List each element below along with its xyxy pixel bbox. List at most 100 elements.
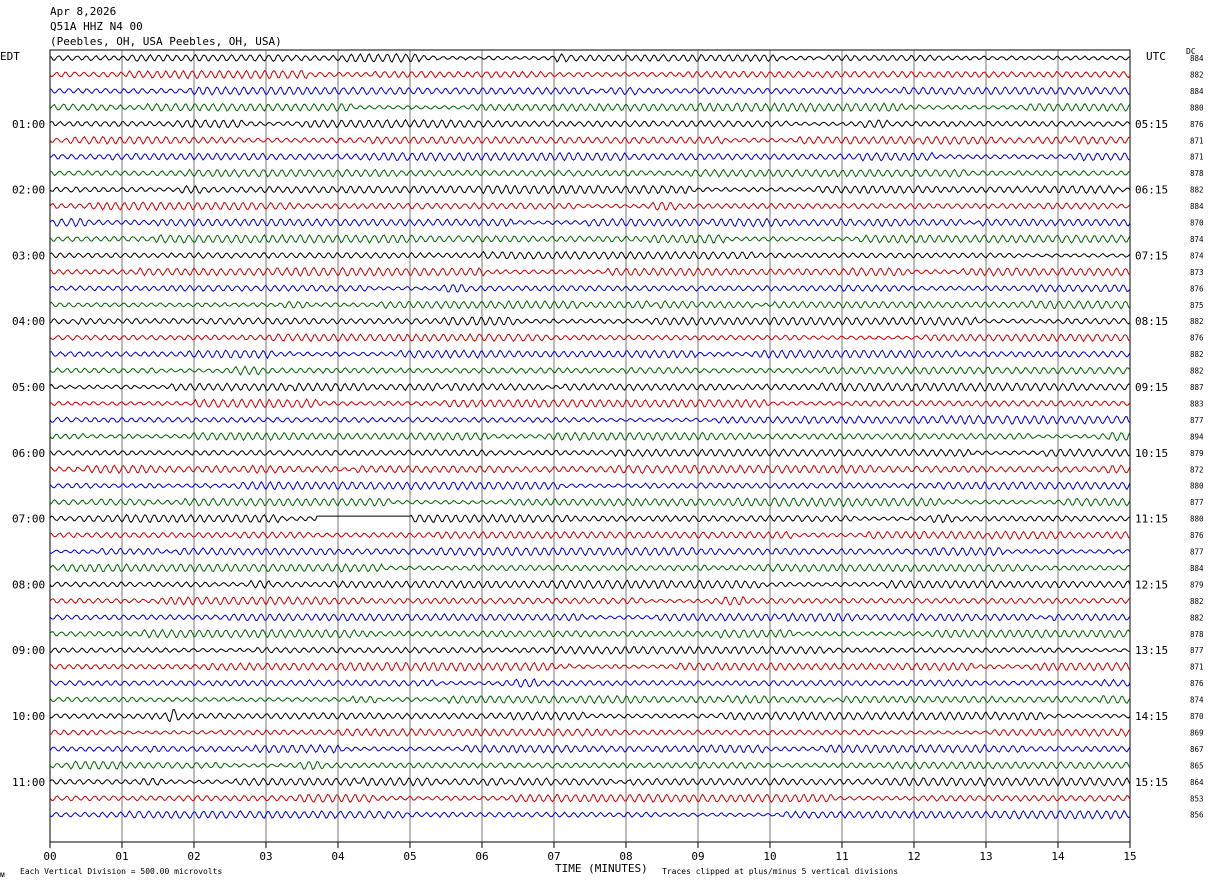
corner-mark: ᴍ bbox=[0, 870, 5, 879]
dc-offset-label: 876 bbox=[1190, 334, 1204, 343]
dc-offset-label: 879 bbox=[1190, 580, 1204, 589]
right-hour-label: 08:15 bbox=[1135, 315, 1168, 328]
seismic-trace bbox=[49, 709, 1131, 723]
seismic-trace bbox=[49, 184, 1131, 195]
seismic-trace bbox=[49, 743, 1131, 754]
dc-offset-label: 877 bbox=[1190, 548, 1204, 557]
dc-offset-label: 874 bbox=[1190, 251, 1204, 260]
left-hour-label: 08:00 bbox=[12, 578, 45, 591]
seismic-trace bbox=[49, 760, 1131, 770]
dc-offset-label: 878 bbox=[1190, 169, 1204, 178]
dc-offset-label: 853 bbox=[1190, 794, 1204, 803]
left-hour-label: 07:00 bbox=[12, 513, 45, 526]
dc-offset-label: 874 bbox=[1190, 235, 1204, 244]
x-tick-label: 11 bbox=[835, 850, 848, 863]
dc-offset-label: 880 bbox=[1190, 103, 1204, 112]
dc-offset-label: 882 bbox=[1190, 70, 1204, 79]
dc-header-label: DC bbox=[1186, 47, 1196, 56]
seismic-trace bbox=[49, 365, 1131, 376]
seismic-trace bbox=[49, 151, 1131, 162]
clip-note: Traces clipped at plus/minus 5 vertical … bbox=[662, 867, 899, 876]
seismic-trace bbox=[49, 579, 1131, 590]
seismic-trace bbox=[49, 300, 1131, 310]
dc-offset-label: 865 bbox=[1190, 761, 1204, 770]
dc-offset-label: 856 bbox=[1190, 811, 1204, 820]
dc-offset-label: 870 bbox=[1190, 219, 1204, 228]
right-hour-label: 13:15 bbox=[1135, 644, 1168, 657]
left-hour-label: 02:00 bbox=[12, 184, 45, 197]
dc-offset-label: 876 bbox=[1190, 531, 1204, 540]
seismic-trace bbox=[49, 414, 1131, 426]
dc-offset-label: 882 bbox=[1190, 367, 1204, 376]
dc-offset-label: 887 bbox=[1190, 383, 1204, 392]
seismic-trace bbox=[49, 793, 1131, 804]
right-timezone-label: UTC bbox=[1146, 50, 1166, 63]
x-tick-label: 06 bbox=[475, 850, 488, 863]
seismic-trace bbox=[49, 431, 1131, 442]
x-tick-label: 07 bbox=[547, 850, 560, 863]
seismic-trace bbox=[49, 69, 1131, 80]
x-tick-label: 12 bbox=[907, 850, 920, 863]
seismic-trace bbox=[49, 530, 1131, 541]
seismic-trace bbox=[49, 52, 1131, 64]
dc-offset-label: 871 bbox=[1190, 136, 1204, 145]
dc-offset-label: 876 bbox=[1190, 284, 1204, 293]
plot-frame bbox=[49, 49, 1131, 843]
right-hour-label: 06:15 bbox=[1135, 184, 1168, 197]
dc-offset-label: 877 bbox=[1190, 416, 1204, 425]
station-label: Q51A HHZ N4 00 bbox=[50, 20, 143, 33]
seismic-trace bbox=[49, 250, 1131, 260]
right-hour-label: 12:15 bbox=[1135, 578, 1168, 591]
seismic-trace bbox=[49, 661, 1131, 672]
right-hour-label: 15:15 bbox=[1135, 776, 1168, 789]
seismic-trace bbox=[49, 118, 1131, 129]
x-axis-title: TIME (MINUTES) bbox=[555, 862, 648, 875]
seismic-trace bbox=[49, 448, 1131, 458]
dc-offset-label: 880 bbox=[1190, 482, 1204, 491]
dc-offset-label: 867 bbox=[1190, 745, 1204, 754]
seismic-trace bbox=[49, 382, 1131, 392]
seismic-trace bbox=[49, 316, 1131, 327]
x-tick-label: 03 bbox=[259, 850, 272, 863]
seismic-trace bbox=[49, 283, 1131, 293]
seismic-trace bbox=[49, 480, 1131, 491]
left-hour-label: 04:00 bbox=[12, 315, 45, 328]
seismic-trace bbox=[49, 645, 1131, 655]
right-hour-label: 10:15 bbox=[1135, 447, 1168, 460]
seismic-trace bbox=[49, 497, 1131, 508]
dc-offset-label: 882 bbox=[1190, 597, 1204, 606]
date-label: Apr 8,2026 bbox=[50, 5, 117, 18]
seismic-trace bbox=[49, 102, 1131, 113]
right-hour-label: 09:15 bbox=[1135, 381, 1168, 394]
dc-offset-label: 884 bbox=[1190, 87, 1204, 96]
left-hour-label: 09:00 bbox=[12, 644, 45, 657]
left-hour-label: 05:00 bbox=[12, 381, 45, 394]
dc-offset-label: 876 bbox=[1190, 679, 1204, 688]
seismic-trace bbox=[50, 678, 1131, 688]
dc-offset-label: 864 bbox=[1190, 778, 1204, 787]
dc-offset-label: 869 bbox=[1190, 728, 1204, 737]
seismic-trace bbox=[49, 464, 1131, 475]
x-tick-label: 14 bbox=[1051, 850, 1065, 863]
dc-offset-label: 879 bbox=[1190, 449, 1204, 458]
seismic-trace bbox=[49, 694, 1131, 705]
seismic-trace bbox=[49, 727, 1131, 737]
x-tick-label: 00 bbox=[43, 850, 56, 863]
dc-offset-label: 870 bbox=[1190, 712, 1204, 721]
seismic-trace bbox=[49, 398, 1131, 409]
left-hour-label: 03:00 bbox=[12, 249, 45, 262]
seismic-trace bbox=[49, 809, 1131, 820]
x-tick-label: 13 bbox=[979, 850, 992, 863]
seismic-trace bbox=[49, 333, 1131, 343]
seismic-trace bbox=[49, 217, 1131, 228]
location-label: (Peebles, OH, USA Peebles, OH, USA) bbox=[50, 35, 282, 48]
seismic-trace bbox=[49, 233, 1131, 244]
x-tick-label: 15 bbox=[1123, 850, 1136, 863]
scale-note: Each Vertical Division = 500.00 microvol… bbox=[20, 867, 223, 876]
seismic-trace bbox=[49, 85, 1131, 96]
dc-offset-label: 880 bbox=[1190, 515, 1204, 524]
right-hour-label: 07:15 bbox=[1135, 249, 1168, 262]
x-tick-label: 04 bbox=[331, 850, 345, 863]
dc-offset-label: 871 bbox=[1190, 153, 1204, 162]
